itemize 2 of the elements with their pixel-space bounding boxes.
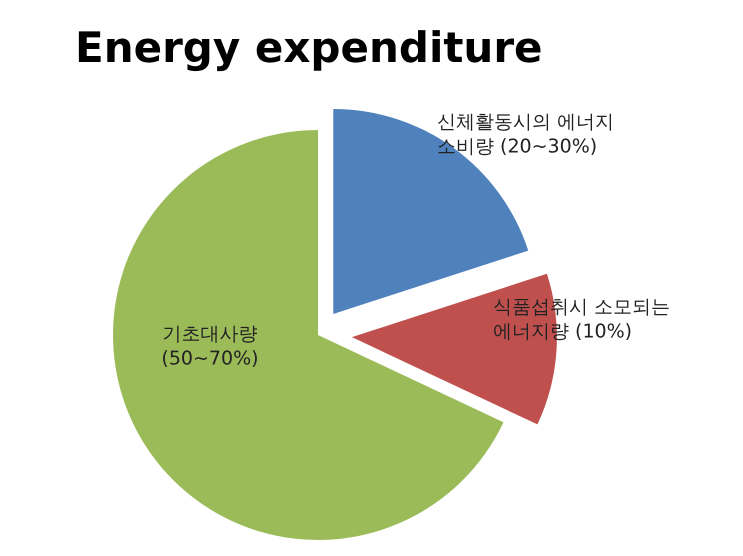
chart-title: Energy expenditure	[75, 23, 543, 72]
slice-label: 기초대사량 (50~70%)	[161, 323, 259, 370]
